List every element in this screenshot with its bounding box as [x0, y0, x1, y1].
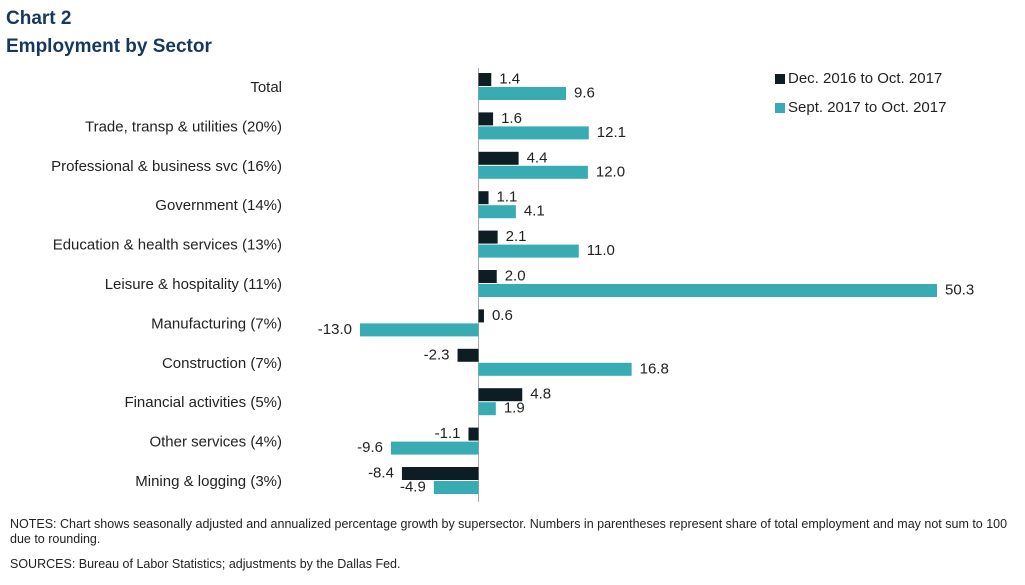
bar: [478, 362, 632, 376]
value-label: 4.4: [527, 149, 548, 166]
bar: [478, 244, 579, 258]
bar: [478, 87, 567, 100]
bar: [390, 441, 479, 455]
bar: [478, 270, 497, 283]
bar: [401, 467, 479, 480]
bar: [478, 151, 519, 165]
chart-title: Chart 2: [6, 8, 71, 29]
value-label: -8.4: [368, 464, 394, 481]
value-label: 11.0: [587, 242, 615, 259]
value-label: 2.1: [506, 228, 527, 245]
legend-swatch: [775, 74, 785, 84]
bar: [478, 230, 498, 244]
category-label: Education & health services (13%): [53, 237, 282, 254]
sources: SOURCES: Bureau of Labor Statistics; adj…: [10, 557, 401, 571]
category-label: Leisure & hospitality (11%): [105, 276, 282, 293]
bar: [478, 402, 496, 416]
bar: [478, 126, 589, 140]
bar: [478, 112, 494, 126]
legend-label: Sept. 2017 to Oct. 2017: [788, 99, 946, 116]
chart: Chart 2 Employment by Sector Total 1.4 9.6…: [6, 8, 974, 502]
category-label: Other services (4%): [149, 434, 282, 451]
value-label: 50.3: [945, 281, 974, 298]
bar: [478, 191, 489, 205]
value-label: 1.1: [497, 189, 518, 206]
value-label: 0.6: [492, 307, 513, 324]
category-label: Trade, transp & utilities (20%): [85, 118, 282, 135]
bar: [478, 165, 588, 179]
value-label: -13.0: [318, 321, 352, 338]
category-label: Professional & business svc (16%): [51, 158, 282, 175]
bar: [433, 481, 479, 494]
value-label: 16.8: [640, 360, 669, 377]
value-label: 9.6: [574, 84, 595, 101]
value-label: 12.0: [596, 163, 625, 180]
bar: [457, 348, 479, 362]
value-label: -9.6: [357, 439, 383, 456]
bar: [360, 323, 479, 337]
bar: [468, 427, 479, 441]
value-label: 1.9: [504, 400, 525, 417]
bar: [478, 205, 516, 219]
value-label: 1.4: [499, 70, 520, 87]
value-label: 4.8: [530, 386, 551, 403]
category-label: Manufacturing (7%): [151, 315, 282, 332]
value-label: -4.9: [400, 478, 426, 495]
value-label: 1.6: [501, 110, 522, 127]
category-label: Construction (7%): [162, 355, 282, 372]
bar: [478, 309, 484, 323]
category-label: Financial activities (5%): [124, 394, 282, 411]
bar: [478, 388, 523, 402]
category-label: Government (14%): [155, 197, 282, 214]
legend-swatch: [775, 103, 785, 113]
bar: [478, 284, 937, 297]
value-label: 2.0: [505, 267, 526, 284]
notes: NOTES: Chart shows seasonally adjusted a…: [10, 517, 1008, 546]
category-label: Mining & logging (3%): [135, 473, 282, 490]
value-label: -2.3: [424, 346, 450, 363]
value-label: 4.1: [524, 203, 545, 220]
bar: [478, 73, 492, 86]
value-label: -1.1: [435, 425, 461, 442]
legend-label: Dec. 2016 to Oct. 2017: [788, 70, 942, 87]
value-label: 12.1: [597, 124, 626, 141]
chart-subtitle: Employment by Sector: [6, 36, 212, 57]
category-label: Total: [250, 79, 282, 96]
